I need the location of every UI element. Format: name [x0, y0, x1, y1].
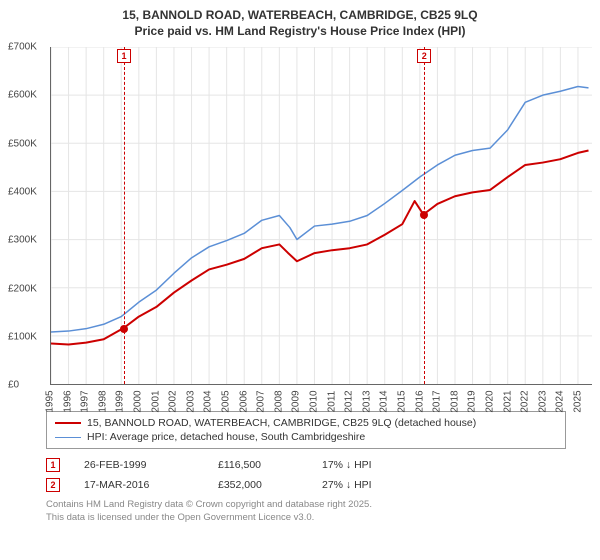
title-line1: 15, BANNOLD ROAD, WATERBEACH, CAMBRIDGE,… — [4, 8, 596, 24]
x-tick-label: 1995 — [45, 391, 56, 413]
sale-marker-box: 1 — [117, 49, 131, 63]
sale-price-2: £352,000 — [218, 479, 298, 491]
y-tick-label: £600K — [8, 90, 37, 101]
x-tick-label: 1997 — [80, 391, 91, 413]
footer-line2: This data is licensed under the Open Gov… — [46, 512, 566, 524]
sale-row-2: 2 17-MAR-2016 £352,000 27% ↓ HPI — [46, 475, 566, 495]
sale-dot — [420, 211, 428, 219]
plot-area: 12 £0£100K£200K£300K£400K£500K£600K£700K… — [8, 47, 592, 407]
x-tick-label: 1999 — [115, 391, 126, 413]
sale-row-1: 1 26-FEB-1999 £116,500 17% ↓ HPI — [46, 455, 566, 475]
x-tick-label: 2006 — [238, 391, 249, 413]
legend-row-property: 15, BANNOLD ROAD, WATERBEACH, CAMBRIDGE,… — [55, 416, 557, 430]
sale-marker-1: 1 — [46, 458, 60, 472]
sale-marker-2: 2 — [46, 478, 60, 492]
x-tick-label: 2007 — [256, 391, 267, 413]
x-tick-label: 1998 — [97, 391, 108, 413]
x-tick-label: 2013 — [361, 391, 372, 413]
legend-label-property: 15, BANNOLD ROAD, WATERBEACH, CAMBRIDGE,… — [87, 417, 476, 429]
x-tick-label: 2001 — [150, 391, 161, 413]
x-tick-label: 2017 — [432, 391, 443, 413]
legend-box: 15, BANNOLD ROAD, WATERBEACH, CAMBRIDGE,… — [46, 411, 566, 449]
x-tick-label: 2010 — [308, 391, 319, 413]
sale-dot — [120, 325, 128, 333]
y-tick-label: £400K — [8, 187, 37, 198]
x-tick-label: 2003 — [185, 391, 196, 413]
x-tick-label: 2020 — [484, 391, 495, 413]
y-tick-label: £300K — [8, 235, 37, 246]
x-tick-label: 2023 — [537, 391, 548, 413]
legend-row-hpi: HPI: Average price, detached house, Sout… — [55, 430, 557, 444]
x-tick-label: 2016 — [414, 391, 425, 413]
plot-rect: 12 — [50, 47, 592, 385]
y-tick-label: £200K — [8, 283, 37, 294]
x-tick-label: 2000 — [132, 391, 143, 413]
legend-swatch-hpi — [55, 437, 81, 438]
sales-table: 1 26-FEB-1999 £116,500 17% ↓ HPI 2 17-MA… — [46, 455, 566, 495]
x-tick-label: 2009 — [291, 391, 302, 413]
x-tick-label: 2025 — [572, 391, 583, 413]
x-tick-label: 2008 — [273, 391, 284, 413]
sale-marker-box: 2 — [417, 49, 431, 63]
footer-line1: Contains HM Land Registry data © Crown c… — [46, 499, 566, 511]
chart-svg — [51, 47, 592, 384]
sale-vline — [124, 47, 125, 384]
x-tick-label: 2019 — [467, 391, 478, 413]
sale-diff-2: 27% ↓ HPI — [322, 479, 402, 491]
sale-date-1: 26-FEB-1999 — [84, 459, 194, 471]
sale-price-1: £116,500 — [218, 459, 298, 471]
x-tick-label: 2004 — [203, 391, 214, 413]
sale-date-2: 17-MAR-2016 — [84, 479, 194, 491]
legend-swatch-property — [55, 422, 81, 424]
x-tick-label: 2002 — [168, 391, 179, 413]
x-tick-label: 2015 — [396, 391, 407, 413]
chart-container: 15, BANNOLD ROAD, WATERBEACH, CAMBRIDGE,… — [0, 0, 600, 528]
chart-title: 15, BANNOLD ROAD, WATERBEACH, CAMBRIDGE,… — [4, 8, 596, 39]
y-tick-label: £100K — [8, 331, 37, 342]
x-tick-label: 2018 — [449, 391, 460, 413]
x-tick-label: 2014 — [379, 391, 390, 413]
y-tick-label: £500K — [8, 138, 37, 149]
x-tick-label: 2012 — [344, 391, 355, 413]
legend-label-hpi: HPI: Average price, detached house, Sout… — [87, 431, 365, 443]
x-tick-label: 2021 — [502, 391, 513, 413]
y-tick-label: £700K — [8, 42, 37, 53]
x-tick-label: 2022 — [520, 391, 531, 413]
x-tick-label: 2024 — [555, 391, 566, 413]
x-tick-label: 2005 — [220, 391, 231, 413]
sale-diff-1: 17% ↓ HPI — [322, 459, 402, 471]
footer: Contains HM Land Registry data © Crown c… — [46, 499, 566, 524]
x-tick-label: 1996 — [62, 391, 73, 413]
x-tick-label: 2011 — [326, 391, 337, 413]
y-tick-label: £0 — [8, 380, 19, 391]
title-line2: Price paid vs. HM Land Registry's House … — [4, 24, 596, 40]
